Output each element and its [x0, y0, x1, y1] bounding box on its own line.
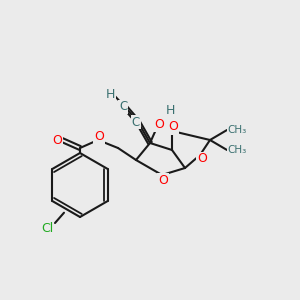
Text: Cl: Cl — [41, 221, 53, 235]
Text: O: O — [168, 121, 178, 134]
Text: H: H — [165, 103, 175, 116]
Text: O: O — [52, 134, 62, 146]
Text: C: C — [132, 116, 140, 128]
Text: O: O — [158, 173, 168, 187]
Text: CH₃: CH₃ — [227, 125, 247, 135]
Text: O: O — [94, 130, 104, 143]
Text: CH₃: CH₃ — [227, 145, 247, 155]
Text: H: H — [105, 88, 115, 100]
Text: O: O — [154, 118, 164, 130]
Text: O: O — [197, 152, 207, 166]
Text: C: C — [119, 100, 127, 113]
